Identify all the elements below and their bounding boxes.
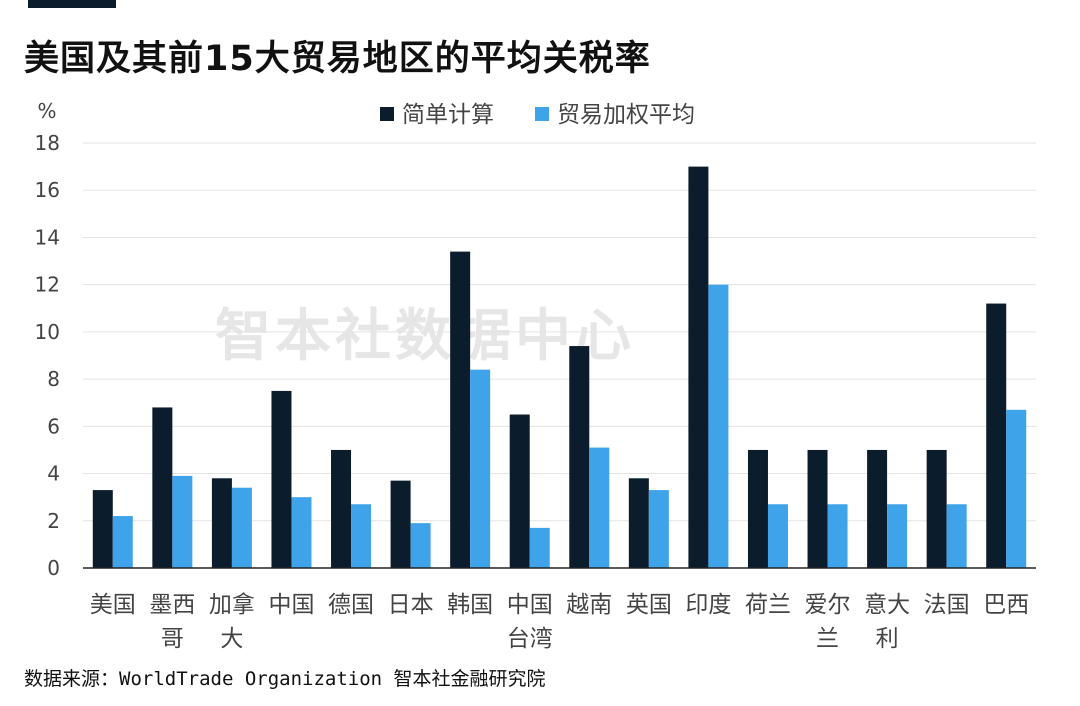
bar-weighted xyxy=(112,516,133,568)
y-axis-label: % xyxy=(37,99,56,123)
y-tick-label: 8 xyxy=(47,367,60,391)
bar-simple xyxy=(92,490,113,568)
bar-simple xyxy=(747,449,768,568)
bar-weighted xyxy=(589,447,610,568)
y-tick-label: 0 xyxy=(47,556,60,580)
bars xyxy=(92,166,1027,568)
bar-weighted xyxy=(529,527,550,568)
gridlines xyxy=(83,142,1036,522)
bar-weighted xyxy=(887,504,908,568)
x-tick-label: 法国 xyxy=(924,592,970,618)
y-tick-label: 4 xyxy=(47,462,60,486)
bar-simple xyxy=(390,480,411,568)
legend-label: 简单计算 xyxy=(402,102,494,128)
bar-weighted xyxy=(231,487,252,568)
bar-simple xyxy=(688,166,709,568)
x-tick-label: 台湾 xyxy=(507,626,553,652)
x-tick-label: 中国 xyxy=(507,592,553,618)
bar-weighted xyxy=(470,369,491,568)
x-tick-label: 越南 xyxy=(566,592,612,618)
x-tick-label: 兰 xyxy=(816,626,839,652)
x-tick-label: 意大 xyxy=(864,592,910,618)
legend-label: 贸易加权平均 xyxy=(557,102,695,128)
x-tick-label: 印度 xyxy=(685,592,731,618)
bar-weighted xyxy=(648,490,669,568)
y-tick-label: 12 xyxy=(35,273,60,297)
x-tick-label: 中国 xyxy=(268,592,314,618)
x-tick-label: 大 xyxy=(220,626,243,652)
bar-simple xyxy=(986,303,1007,568)
bar-simple xyxy=(628,478,649,568)
bar-simple xyxy=(271,390,292,568)
y-tick-label: 16 xyxy=(35,178,60,202)
bar-simple xyxy=(926,449,947,568)
x-tick-label: 德国 xyxy=(328,592,374,618)
x-tick-label: 韩国 xyxy=(447,592,493,618)
x-tick-label: 英国 xyxy=(626,592,672,618)
legend: 简单计算 贸易加权平均 xyxy=(380,102,695,128)
y-tick-label: 6 xyxy=(47,414,60,438)
bar-weighted xyxy=(1006,409,1027,568)
bar-simple xyxy=(807,449,828,568)
bar-simple xyxy=(509,414,530,568)
x-tick-label: 巴西 xyxy=(983,592,1029,618)
x-tick-label: 加拿 xyxy=(209,591,255,618)
bar-simple xyxy=(867,449,888,568)
y-tick-label: 14 xyxy=(35,225,60,249)
legend-swatch xyxy=(380,107,394,121)
y-tick-label: 18 xyxy=(35,131,60,155)
x-tick-label: 日本 xyxy=(388,592,434,618)
bar-weighted xyxy=(708,284,729,568)
bar-weighted xyxy=(946,504,967,568)
bar-weighted xyxy=(767,504,788,568)
y-tick-label: 10 xyxy=(35,320,60,344)
bar-simple xyxy=(569,346,590,568)
x-tick-label: 哥 xyxy=(161,626,184,652)
bar-weighted xyxy=(410,523,431,568)
bar-weighted xyxy=(351,504,372,568)
bar-simple xyxy=(152,407,173,568)
source-note: 数据来源：WorldTrade Organization 智本社金融研究院 xyxy=(24,668,546,690)
bar-simple xyxy=(331,449,352,568)
bar-simple xyxy=(450,251,471,568)
title-accent-bar xyxy=(28,0,116,8)
x-tick-label: 墨西 xyxy=(149,592,195,618)
legend-swatch xyxy=(535,107,549,121)
x-tick-label: 荷兰 xyxy=(745,592,791,618)
bar-weighted xyxy=(172,475,193,568)
y-tick-label: 2 xyxy=(47,509,60,533)
watermark: 智本社数据中心 xyxy=(215,304,635,369)
bar-simple xyxy=(211,478,232,568)
x-tick-label: 爱尔 xyxy=(805,592,851,618)
x-tick-label: 利 xyxy=(876,626,899,652)
chart-title: 美国及其前15大贸易地区的平均关税率 xyxy=(24,39,651,79)
x-tick-label: 美国 xyxy=(90,592,136,618)
bar-weighted xyxy=(291,497,312,568)
bar-weighted xyxy=(827,504,848,568)
